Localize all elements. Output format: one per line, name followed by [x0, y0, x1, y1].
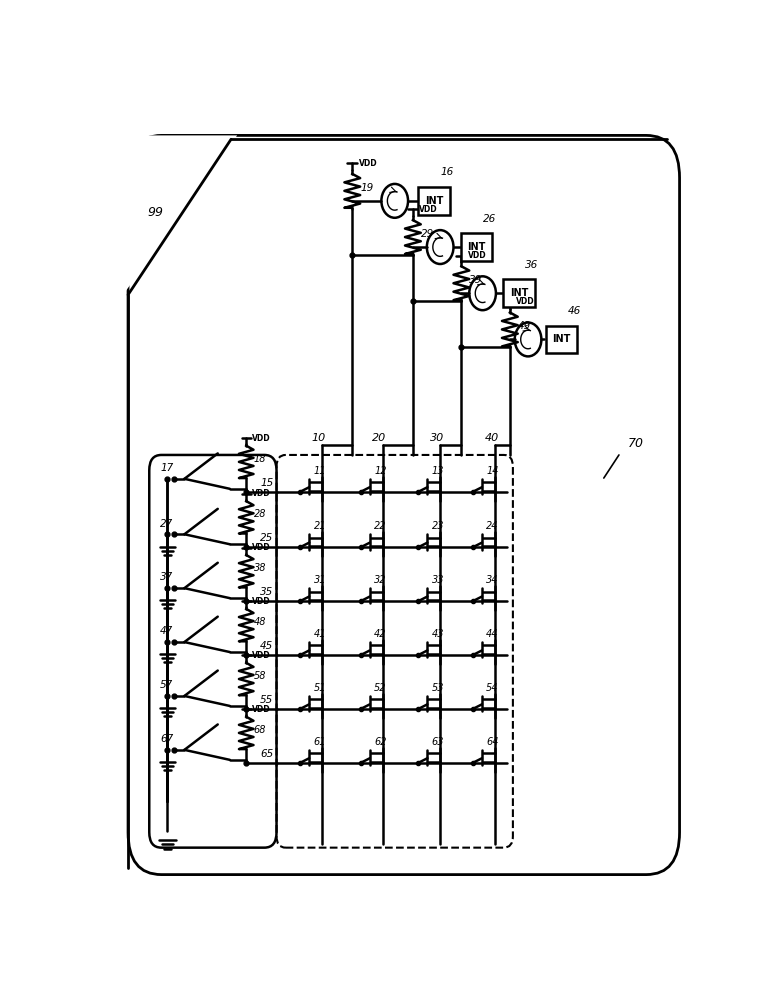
Text: 16: 16 — [440, 167, 454, 177]
Text: 11: 11 — [314, 466, 326, 476]
Text: 40: 40 — [485, 433, 499, 443]
Text: 64: 64 — [486, 737, 499, 747]
Text: 63: 63 — [432, 737, 444, 747]
Text: 42: 42 — [374, 629, 386, 639]
Text: 70: 70 — [628, 437, 644, 450]
Text: 48: 48 — [253, 617, 266, 627]
Text: 23: 23 — [432, 521, 444, 531]
Text: 27: 27 — [160, 519, 174, 529]
Text: 43: 43 — [432, 629, 444, 639]
Text: 19: 19 — [361, 183, 374, 193]
Text: 99: 99 — [148, 206, 163, 219]
Text: 61: 61 — [314, 737, 326, 747]
FancyBboxPatch shape — [128, 135, 680, 875]
Text: VDD: VDD — [468, 251, 486, 260]
Text: INT: INT — [425, 196, 443, 206]
Text: 28: 28 — [253, 509, 266, 519]
Text: 34: 34 — [486, 575, 499, 585]
Text: 14: 14 — [486, 466, 499, 476]
Text: 51: 51 — [314, 683, 326, 693]
Text: VDD: VDD — [252, 434, 271, 443]
Text: VDD: VDD — [252, 597, 271, 606]
Text: INT: INT — [468, 242, 486, 252]
Text: 39: 39 — [469, 275, 482, 285]
Text: 17: 17 — [160, 463, 174, 473]
Text: 45: 45 — [260, 641, 274, 651]
Polygon shape — [116, 135, 237, 305]
Text: 35: 35 — [260, 587, 274, 597]
Text: 44: 44 — [486, 629, 499, 639]
Text: 30: 30 — [430, 433, 444, 443]
Text: 65: 65 — [260, 749, 274, 759]
Text: 24: 24 — [486, 521, 499, 531]
Text: 15: 15 — [260, 478, 274, 488]
Text: 31: 31 — [314, 575, 326, 585]
Bar — [461, 233, 493, 261]
Text: 57: 57 — [160, 680, 174, 690]
Text: 41: 41 — [314, 629, 326, 639]
Text: 49: 49 — [518, 321, 531, 331]
Text: 25: 25 — [260, 533, 274, 543]
Text: 10: 10 — [312, 433, 326, 443]
Bar — [418, 187, 450, 215]
Bar — [546, 326, 577, 353]
Text: VDD: VDD — [516, 297, 535, 306]
Text: 68: 68 — [253, 725, 266, 735]
Text: INT: INT — [510, 288, 528, 298]
Bar — [503, 279, 535, 307]
Text: 55: 55 — [260, 695, 274, 705]
Text: 26: 26 — [482, 214, 496, 224]
Text: 54: 54 — [486, 683, 499, 693]
Text: 38: 38 — [253, 563, 266, 573]
Text: 53: 53 — [432, 683, 444, 693]
Text: VDD: VDD — [252, 705, 271, 714]
Text: 52: 52 — [374, 683, 386, 693]
Text: 36: 36 — [525, 260, 538, 270]
Text: 37: 37 — [160, 572, 174, 582]
Text: 58: 58 — [253, 671, 266, 681]
Text: 13: 13 — [432, 466, 444, 476]
Text: 62: 62 — [374, 737, 386, 747]
Text: 32: 32 — [374, 575, 386, 585]
Text: VDD: VDD — [419, 205, 438, 214]
Text: 47: 47 — [160, 626, 174, 636]
Text: VDD: VDD — [252, 543, 271, 552]
Text: 22: 22 — [374, 521, 386, 531]
Text: 21: 21 — [314, 521, 326, 531]
Text: VDD: VDD — [252, 651, 271, 660]
Text: 67: 67 — [160, 734, 174, 744]
Text: 20: 20 — [372, 433, 386, 443]
Text: 33: 33 — [432, 575, 444, 585]
Text: 12: 12 — [374, 466, 386, 476]
Text: VDD: VDD — [252, 489, 271, 498]
Text: VDD: VDD — [359, 159, 377, 168]
Text: 46: 46 — [568, 306, 581, 316]
Text: 18: 18 — [253, 454, 266, 464]
Text: 29: 29 — [421, 229, 434, 239]
Text: INT: INT — [552, 334, 571, 344]
